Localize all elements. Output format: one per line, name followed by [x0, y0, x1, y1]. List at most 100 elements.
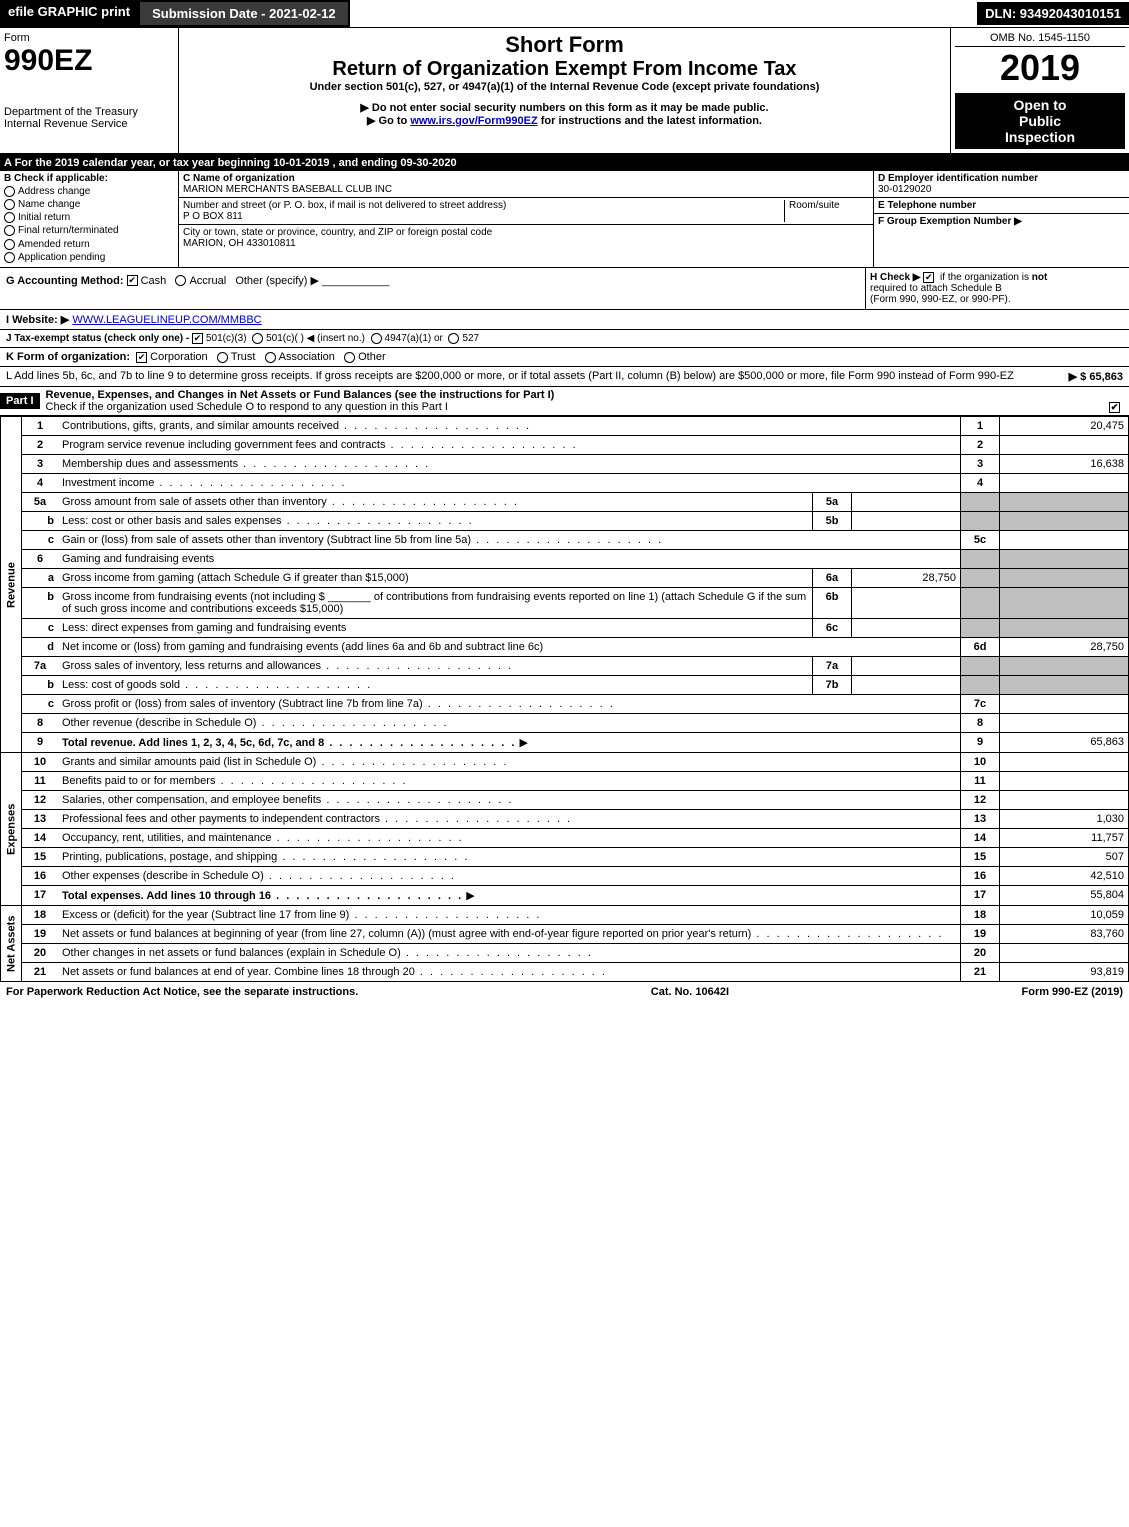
check-initial-return-label: Initial return — [18, 212, 70, 223]
l6b-mval — [852, 588, 961, 619]
l6c-vshade — [1000, 619, 1129, 638]
l9-no: 9 — [22, 733, 59, 753]
check-name-change-label: Name change — [18, 199, 80, 210]
g-label: G Accounting Method: — [6, 275, 124, 287]
j-527-check[interactable] — [448, 333, 459, 344]
l20-rno: 20 — [961, 944, 1000, 963]
l6a-vshade — [1000, 569, 1129, 588]
c-name-label: C Name of organization — [183, 173, 295, 184]
l6d-val: 28,750 — [1000, 638, 1129, 657]
l7c-desc: Gross profit or (loss) from sales of inv… — [62, 698, 615, 710]
header-subtitle: Under section 501(c), 527, or 4947(a)(1)… — [183, 81, 946, 93]
part1-title: Revenue, Expenses, and Changes in Net As… — [46, 389, 555, 401]
k-assoc: Association — [279, 351, 335, 363]
l6c-rshade — [961, 619, 1000, 638]
h-check[interactable] — [923, 272, 934, 283]
l7a-vshade — [1000, 657, 1129, 676]
k-trust: Trust — [231, 351, 256, 363]
k-corp-check[interactable] — [136, 352, 147, 363]
j-501c3-check[interactable] — [192, 333, 203, 344]
part1-schedule-o-check[interactable] — [1109, 402, 1120, 413]
g-accrual-check[interactable] — [175, 275, 186, 286]
l7b-vshade — [1000, 676, 1129, 695]
l18-rno: 18 — [961, 906, 1000, 925]
l13-desc: Professional fees and other payments to … — [62, 813, 572, 825]
g-cash-check[interactable] — [127, 275, 138, 286]
j-4947-check[interactable] — [371, 333, 382, 344]
l2-val — [1000, 436, 1129, 455]
h-text1: if the organization is — [940, 272, 1032, 283]
l20-no: 20 — [22, 944, 59, 963]
l7b-mval — [852, 676, 961, 695]
org-street: P O BOX 811 — [183, 211, 243, 222]
efile-print-button[interactable]: efile GRAPHIC print — [0, 0, 138, 27]
l18-val: 10,059 — [1000, 906, 1129, 925]
l5b-rshade — [961, 512, 1000, 531]
l14-desc: Occupancy, rent, utilities, and maintena… — [62, 832, 464, 844]
l4-desc: Investment income — [62, 477, 346, 489]
footer-mid: Cat. No. 10642I — [651, 986, 729, 998]
l14-rno: 14 — [961, 829, 1000, 848]
check-name-change[interactable]: Name change — [4, 199, 174, 210]
h-label: H Check ▶ — [870, 272, 920, 283]
l11-no: 11 — [22, 772, 59, 791]
lines-table: Revenue 1 Contributions, gifts, grants, … — [0, 416, 1129, 982]
c-street-label: Number and street (or P. O. box, if mail… — [183, 200, 506, 211]
open-line2: Public — [959, 113, 1121, 129]
d-label: D Employer identification number — [878, 173, 1038, 184]
l16-rno: 16 — [961, 867, 1000, 886]
h-text3: (Form 990, 990-EZ, or 990-PF). — [870, 294, 1011, 305]
check-application-pending-label: Application pending — [18, 252, 105, 263]
omb-number: OMB No. 1545-1150 — [955, 32, 1125, 47]
side-revenue: Revenue — [1, 417, 22, 753]
l5a-no: 5a — [22, 493, 59, 512]
l6-desc: Gaming and fundraising events — [62, 553, 214, 565]
l5b-desc: Less: cost or other basis and sales expe… — [62, 515, 474, 527]
l3-desc: Membership dues and assessments — [62, 458, 430, 470]
irs-link[interactable]: www.irs.gov/Form990EZ — [410, 115, 537, 127]
h-not: not — [1032, 272, 1048, 283]
l17-rno: 17 — [961, 886, 1000, 906]
check-application-pending[interactable]: Application pending — [4, 252, 174, 263]
l7b-rshade — [961, 676, 1000, 695]
l6d-desc: Net income or (loss) from gaming and fun… — [62, 641, 543, 653]
column-def: D Employer identification number 30-0129… — [874, 171, 1129, 267]
l18-no: 18 — [22, 906, 59, 925]
check-initial-return[interactable]: Initial return — [4, 212, 174, 223]
l6c-no: c — [22, 619, 59, 638]
check-amended-return[interactable]: Amended return — [4, 239, 174, 250]
l5a-mid: 5a — [813, 493, 852, 512]
check-address-change-label: Address change — [18, 186, 90, 197]
footer: For Paperwork Reduction Act Notice, see … — [0, 982, 1129, 1002]
check-address-change[interactable]: Address change — [4, 186, 174, 197]
l10-no: 10 — [22, 753, 59, 772]
l2-no: 2 — [22, 436, 59, 455]
check-final-return[interactable]: Final return/terminated — [4, 225, 174, 236]
open-public-badge: Open to Public Inspection — [955, 93, 1125, 149]
k-trust-check[interactable] — [217, 352, 228, 363]
short-form-title: Short Form — [183, 32, 946, 58]
k-other-check[interactable] — [344, 352, 355, 363]
l7c-val — [1000, 695, 1129, 714]
check-amended-return-label: Amended return — [18, 239, 90, 250]
l6a-desc: Gross income from gaming (attach Schedul… — [62, 572, 409, 584]
l8-desc: Other revenue (describe in Schedule O) — [62, 717, 449, 729]
l11-val — [1000, 772, 1129, 791]
l14-no: 14 — [22, 829, 59, 848]
room-label: Room/suite — [789, 200, 840, 211]
l7c-no: c — [22, 695, 59, 714]
website-link[interactable]: WWW.LEAGUELINEUP.COM/MMBBC — [72, 314, 261, 326]
l5b-vshade — [1000, 512, 1129, 531]
l12-desc: Salaries, other compensation, and employ… — [62, 794, 513, 806]
l6d-no: d — [22, 638, 59, 657]
dept-irs: Internal Revenue Service — [4, 118, 174, 130]
j-501c-check[interactable] — [252, 333, 263, 344]
submission-date-button[interactable]: Submission Date - 2021-02-12 — [138, 0, 350, 27]
l19-desc: Net assets or fund balances at beginning… — [62, 928, 943, 940]
l3-val: 16,638 — [1000, 455, 1129, 474]
l13-no: 13 — [22, 810, 59, 829]
k-assoc-check[interactable] — [265, 352, 276, 363]
b-label: B Check if applicable: — [4, 173, 108, 184]
l6a-mval: 28,750 — [852, 569, 961, 588]
l6-rshade — [961, 550, 1000, 569]
